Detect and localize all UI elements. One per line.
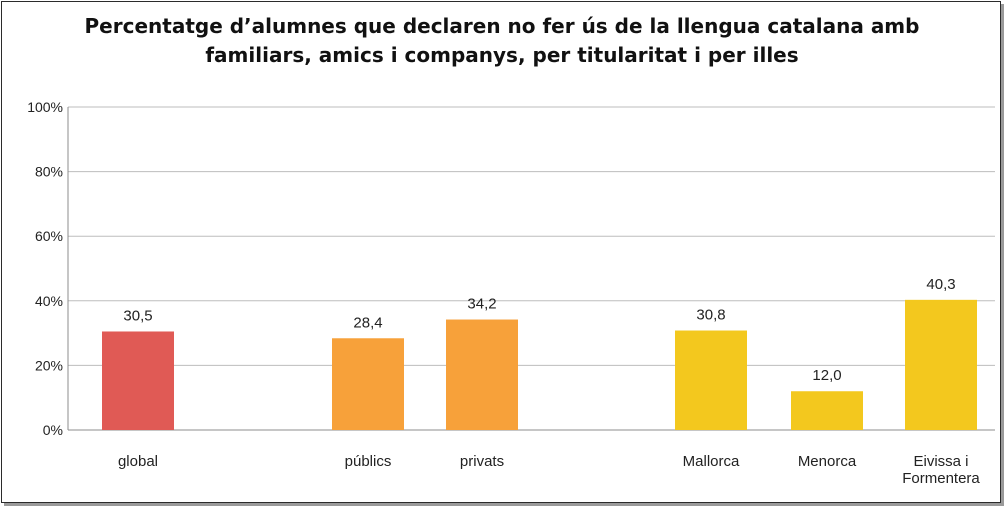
- y-tick-label: 20%: [35, 357, 63, 373]
- bar: [102, 331, 174, 430]
- y-tick-label: 0%: [43, 422, 63, 438]
- bar: [332, 338, 404, 430]
- x-tick-label: Mallorca: [683, 453, 740, 470]
- bar: [675, 330, 747, 430]
- x-tick-label: privats: [460, 453, 504, 470]
- data-label: 30,5: [123, 307, 152, 324]
- x-tick-label: Formentera: [902, 470, 980, 487]
- bar: [905, 299, 977, 430]
- y-tick-label: 100%: [27, 99, 63, 115]
- data-label: 30,8: [696, 307, 725, 324]
- x-tick-label: públics: [345, 453, 392, 470]
- data-label: 34,2: [467, 296, 496, 313]
- y-tick-label: 80%: [35, 164, 63, 180]
- chart-title-line-2: familiars, amics i companys, per titular…: [205, 43, 799, 67]
- x-tick-label: Menorca: [798, 453, 857, 470]
- x-tick-label: global: [118, 453, 158, 470]
- x-tick-label: Eivissa i: [913, 453, 968, 470]
- y-tick-label: 60%: [35, 228, 63, 244]
- chart-title-line-1: Percentatge d’alumnes que declaren no fe…: [84, 14, 920, 38]
- bar: [446, 319, 518, 430]
- bar: [791, 391, 863, 430]
- data-label: 40,3: [926, 276, 955, 293]
- chart-title: Percentatge d’alumnes que declaren no fe…: [2, 12, 1002, 70]
- y-tick-label: 40%: [35, 293, 63, 309]
- data-label: 28,4: [353, 314, 382, 331]
- data-label: 12,0: [812, 367, 841, 384]
